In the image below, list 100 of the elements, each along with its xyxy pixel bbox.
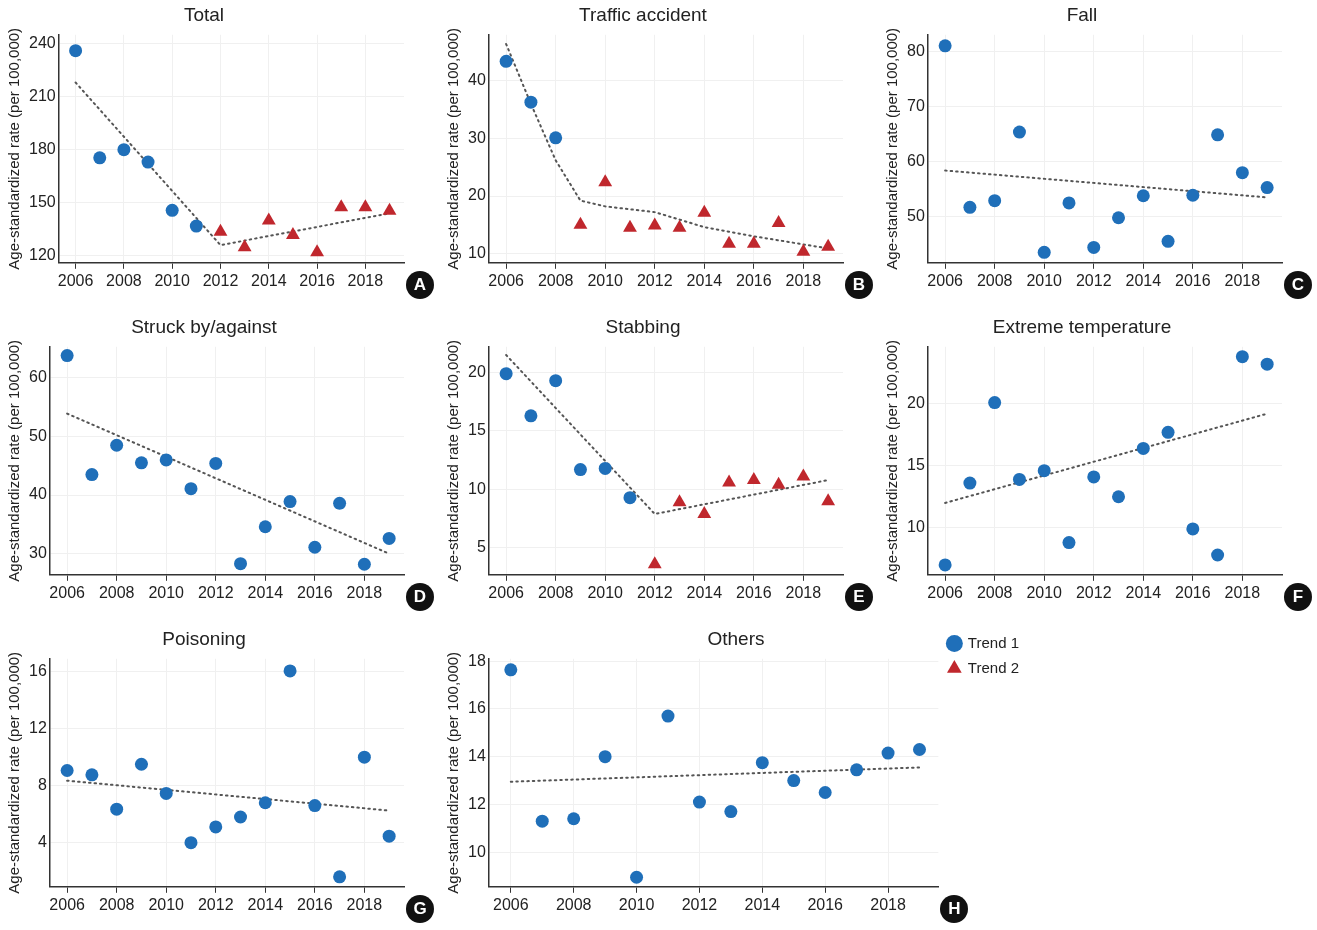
x-tick-label: 2006: [927, 271, 964, 289]
x-tick-label: 2006: [927, 583, 964, 601]
y-tick-label: 8: [37, 776, 47, 794]
point: [573, 463, 587, 477]
point: [746, 235, 761, 248]
x-tick-label: 2006: [488, 271, 525, 289]
point: [796, 468, 811, 481]
point: [697, 506, 712, 518]
point: [165, 203, 179, 217]
point: [535, 814, 549, 828]
text: H: [940, 894, 969, 923]
point: [549, 374, 563, 388]
point: [818, 786, 832, 799]
x-tick-label: 2010: [148, 895, 185, 913]
x-tick-label: 2018: [785, 583, 822, 601]
y-tick-label: 18: [468, 651, 486, 669]
y-tick-label: 16: [29, 662, 47, 680]
x-tick-label: 2010: [587, 271, 624, 289]
y-tick-label: 20: [907, 394, 925, 412]
text: C: [1284, 270, 1312, 299]
point: [117, 143, 131, 157]
point: [85, 768, 99, 782]
text: B: [845, 270, 873, 299]
x-tick-label: 2006: [488, 583, 525, 601]
y-axis-title: Age-standardized rate (per 100,000): [5, 27, 23, 270]
point: [697, 204, 712, 217]
chart-title: Extreme temperature: [992, 315, 1172, 337]
x-tick-label: 2006: [57, 271, 94, 289]
y-tick-label: 120: [28, 246, 56, 264]
point: [1062, 536, 1076, 550]
point: [358, 199, 373, 212]
point: [796, 243, 811, 256]
x-tick-label: 2014: [250, 271, 287, 289]
point: [672, 219, 687, 232]
x-tick-label: 2014: [686, 583, 723, 601]
point: [382, 531, 396, 545]
point: [134, 456, 148, 470]
point: [499, 367, 513, 381]
legend-label: Trend 1: [967, 633, 1019, 651]
x-tick-label: 2016: [299, 271, 335, 289]
x-tick-label: 2010: [587, 583, 624, 601]
x-tick-label: 2012: [636, 583, 673, 601]
point: [1012, 125, 1026, 139]
x-tick-label: 2006: [493, 895, 529, 913]
y-tick-label: 4: [37, 833, 47, 851]
point: [1136, 441, 1150, 455]
point: [913, 743, 926, 757]
point: [1112, 211, 1126, 225]
point: [134, 757, 148, 771]
point: [524, 409, 538, 423]
x-tick-label: 2018: [785, 271, 822, 289]
point: [1211, 128, 1225, 142]
x-tick-label: 2018: [346, 895, 383, 913]
point: [286, 227, 300, 240]
point: [1235, 350, 1249, 364]
y-tick-label: 30: [468, 128, 486, 146]
x-tick-label: 2018: [347, 271, 384, 289]
x-tick-label: 2018: [1224, 583, 1261, 601]
x-tick-label: 2018: [346, 583, 383, 601]
point: [141, 155, 155, 169]
point: [1260, 181, 1274, 195]
point: [159, 786, 173, 800]
point: [283, 664, 297, 678]
x-tick-label: 2012: [197, 583, 234, 601]
point: [746, 472, 761, 485]
point: [258, 796, 272, 810]
point: [821, 493, 836, 506]
x-tick-label: 2016: [297, 583, 333, 601]
point: [357, 750, 371, 764]
y-axis-title: Age-standardized rate (per 100,000): [5, 339, 23, 582]
y-tick-label: 30: [29, 544, 47, 562]
x-tick-label: 2010: [618, 895, 655, 913]
x-tick-label: 2006: [49, 583, 86, 601]
point: [504, 663, 518, 677]
point: [1062, 196, 1076, 210]
point: [598, 750, 612, 764]
point: [110, 438, 124, 452]
point: [1235, 166, 1249, 180]
point: [988, 194, 1002, 208]
x-tick-label: 2016: [1175, 271, 1211, 289]
point: [549, 131, 563, 145]
point: [234, 810, 248, 824]
x-tick-label: 2010: [154, 271, 191, 289]
y-axis-title: Age-standardized rate (per 100,000): [444, 27, 462, 270]
chart-title: Struck by/against: [131, 315, 278, 337]
y-axis-title: Age-standardized rate (per 100,000): [444, 651, 462, 894]
y-tick-label: 12: [468, 794, 486, 812]
y-tick-label: 50: [29, 426, 47, 444]
point: [60, 764, 74, 778]
x-tick-label: 2016: [297, 895, 333, 913]
point: [1037, 245, 1051, 259]
point: [184, 836, 198, 850]
point: [333, 496, 347, 510]
y-tick-label: 70: [907, 96, 925, 114]
point: [93, 151, 107, 165]
point: [623, 219, 637, 232]
point: [357, 557, 371, 571]
y-tick-label: 5: [476, 538, 486, 556]
point: [334, 199, 349, 212]
point: [1260, 357, 1274, 371]
